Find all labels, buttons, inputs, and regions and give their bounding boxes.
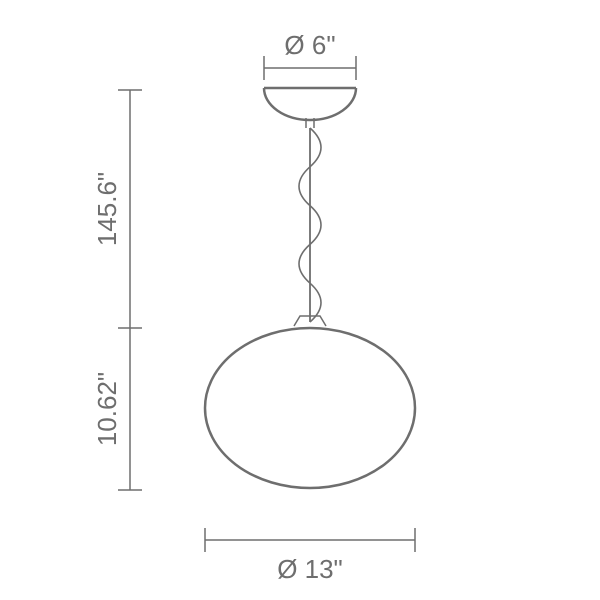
dimension-diagram: Ø 6" Ø 13" 145.6" 10.62" bbox=[0, 0, 600, 600]
globe-diameter-label: Ø 13" bbox=[277, 554, 343, 584]
canopy-diameter-label: Ø 6" bbox=[284, 30, 335, 60]
cord-length-label: 145.6" bbox=[92, 172, 122, 246]
globe-height-label: 10.62" bbox=[92, 372, 122, 446]
lamp-globe bbox=[205, 328, 415, 488]
